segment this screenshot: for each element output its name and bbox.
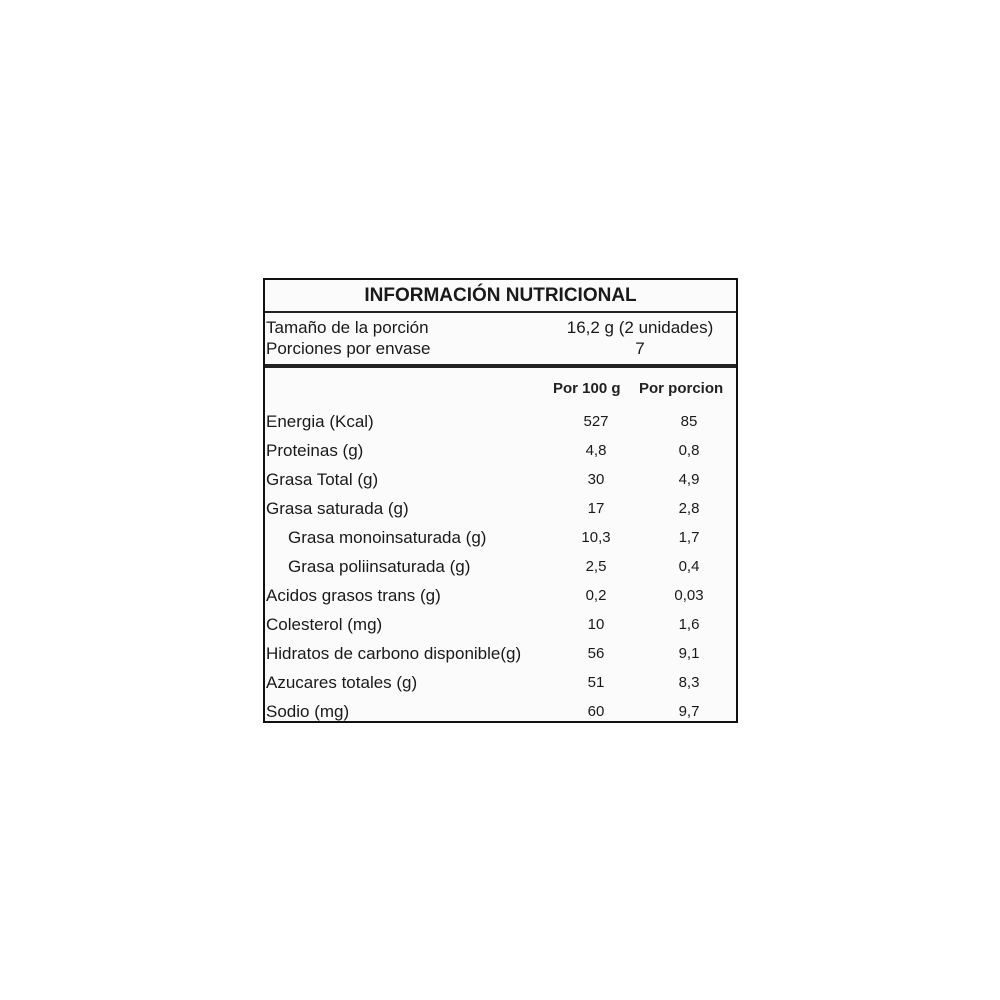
per-serving-value: 4,9	[678, 471, 700, 488]
per-serving-value: 9,1	[678, 645, 700, 662]
column-header-per100: Por 100 g	[553, 380, 621, 397]
nutrient-row: Azucares totales (g) 51 8,3	[265, 668, 736, 697]
per-serving-value: 1,6	[678, 616, 700, 633]
nutrient-row: Proteinas (g) 4,8 0,8	[265, 436, 736, 465]
per-serving-value: 0,4	[678, 558, 700, 575]
per-serving-value: 2,8	[678, 500, 700, 517]
divider	[265, 311, 736, 313]
nutrient-row: Grasa poliinsaturada (g) 2,5 0,4	[265, 552, 736, 581]
per-serving-value: 8,3	[678, 674, 700, 691]
divider-thick	[265, 364, 736, 368]
nutrient-row: Grasa monoinsaturada (g) 10,3 1,7	[265, 523, 736, 552]
nutrient-row: Grasa Total (g) 30 4,9	[265, 465, 736, 494]
nutrient-name: Grasa poliinsaturada (g)	[288, 557, 471, 576]
per100-value: 60	[587, 703, 605, 720]
serving-size-value: 16,2 g (2 unidades)	[566, 318, 714, 337]
nutrient-row: Grasa saturada (g) 17 2,8	[265, 494, 736, 523]
servings-per-package-value: 7	[635, 339, 645, 358]
nutrient-name: Energia (Kcal)	[266, 412, 374, 431]
per100-value: 10,3	[581, 529, 611, 546]
per100-value: 10	[587, 616, 605, 633]
per100-value: 4,8	[585, 442, 607, 459]
nutrient-name: Proteinas (g)	[266, 441, 364, 460]
per100-value: 17	[587, 500, 605, 517]
serving-size-label: Tamaño de la porción	[266, 318, 429, 337]
per100-value: 51	[587, 674, 605, 691]
per100-value: 30	[587, 471, 605, 488]
nutrient-name: Azucares totales (g)	[266, 673, 418, 692]
per100-value: 2,5	[585, 558, 607, 575]
per100-value: 0,2	[585, 587, 607, 604]
per-serving-value: 1,7	[678, 529, 700, 546]
nutrient-name: Sodio (mg)	[266, 702, 350, 721]
nutrient-row: Sodio (mg) 60 9,7	[265, 697, 736, 721]
per-serving-value: 9,7	[678, 703, 700, 720]
nutrient-row: Energia (Kcal) 527 85	[265, 407, 736, 436]
nutrient-row: Acidos grasos trans (g) 0,2 0,03	[265, 581, 736, 610]
per-serving-value: 0,03	[674, 587, 704, 604]
nutrient-row: Hidratos de carbono disponible(g) 56 9,1	[265, 639, 736, 668]
nutrient-row: Colesterol (mg) 10 1,6	[265, 610, 736, 639]
servings-per-package-label: Porciones por envase	[266, 339, 431, 358]
nutrient-name: Grasa monoinsaturada (g)	[288, 528, 487, 547]
nutrient-name: Hidratos de carbono disponible(g)	[266, 644, 522, 663]
column-header-per-serving: Por porcion	[639, 380, 724, 397]
nutrient-name: Grasa Total (g)	[266, 470, 379, 489]
nutrient-name: Acidos grasos trans (g)	[266, 586, 441, 605]
nutrient-name: Grasa saturada (g)	[266, 499, 409, 518]
label-title: INFORMACIÓN NUTRICIONAL	[364, 285, 637, 306]
per-serving-value: 0,8	[678, 442, 700, 459]
per100-value: 56	[587, 645, 605, 662]
nutrient-name: Colesterol (mg)	[266, 615, 383, 634]
nutrition-label: INFORMACIÓN NUTRICIONAL Tamaño de la por…	[263, 278, 738, 723]
per100-value: 527	[583, 413, 609, 430]
per-serving-value: 85	[680, 413, 698, 430]
